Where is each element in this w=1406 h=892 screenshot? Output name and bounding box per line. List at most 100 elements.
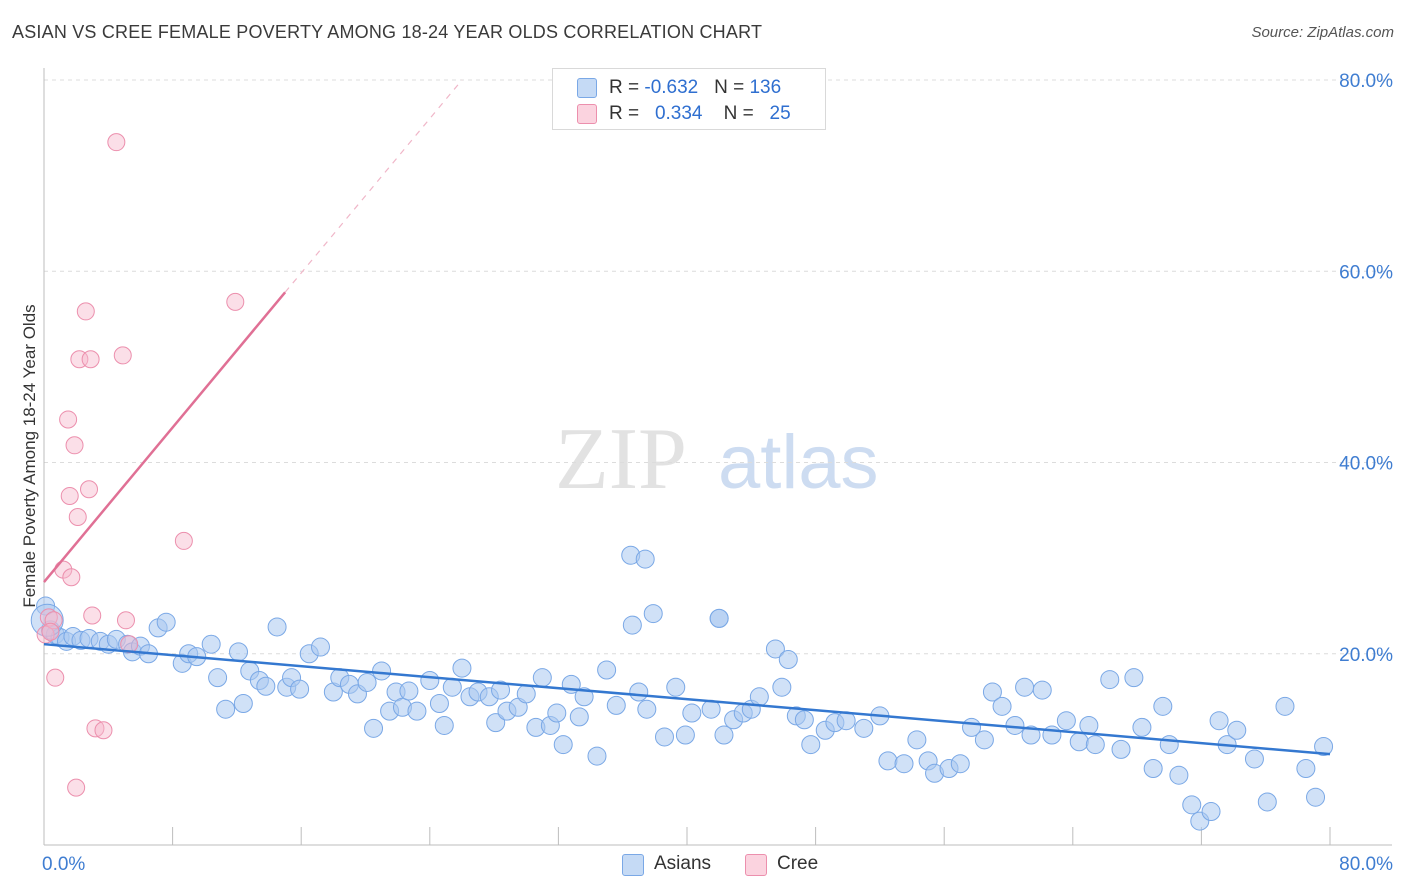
asians-point-96 — [878, 751, 898, 771]
legend-r-label-asians: R = — [609, 77, 645, 98]
cree-point-14 — [81, 350, 100, 369]
asians-point-135 — [1314, 737, 1334, 757]
asians-point-54 — [486, 713, 506, 733]
asians-point-104 — [974, 730, 994, 750]
asians-point-89 — [794, 710, 814, 730]
asians-point-119 — [1132, 717, 1152, 737]
cree-point-19 — [113, 346, 132, 365]
asians-point-105 — [982, 682, 1002, 702]
asians-point-80 — [714, 725, 734, 745]
asians-point-74 — [654, 727, 674, 747]
asians-point-133 — [1296, 759, 1316, 778]
bottom-legend-swatch-asians — [622, 854, 644, 876]
legend-n-label-asians: N = — [714, 77, 750, 98]
asians-point-102 — [950, 754, 970, 774]
asians-point-49 — [442, 677, 462, 697]
asians-point-67 — [587, 746, 607, 766]
asians-point-16 — [156, 612, 176, 632]
asians-point-23 — [229, 642, 249, 662]
asians-point-38 — [357, 672, 377, 692]
legend-n-label-cree: N = — [723, 103, 759, 124]
asians-point-48 — [434, 715, 454, 735]
x-tick-label-min: 0.0% — [42, 854, 85, 875]
cree-point-2 — [44, 611, 63, 630]
asians-point-27 — [256, 676, 276, 696]
asians-point-76 — [675, 725, 695, 745]
chart-title: ASIAN VS CREE FEMALE POVERTY AMONG 18-24… — [12, 22, 763, 42]
cree-point-18 — [107, 133, 126, 152]
cree-point-7 — [62, 568, 81, 587]
correlation-legend: R = -0.632 N = 136 R = 0.334 N = 25 — [552, 68, 826, 130]
asians-point-31 — [290, 679, 310, 699]
asians-point-21 — [208, 668, 228, 688]
asians-point-106 — [992, 696, 1012, 716]
asians-point-90 — [801, 735, 821, 755]
cree-point-12 — [76, 302, 95, 321]
asians-point-75 — [666, 677, 686, 697]
y-axis-label: Female Poverty Among 18-24 Year Olds — [20, 304, 39, 608]
cree-point-3 — [46, 668, 65, 687]
asians-point-47 — [429, 693, 449, 713]
asians-point-120 — [1143, 759, 1163, 778]
asians-point-66 — [574, 687, 594, 707]
asians-point-122 — [1159, 735, 1179, 755]
asians-point-109 — [1021, 725, 1041, 745]
cree-point-1 — [39, 608, 58, 627]
cree-point-15 — [83, 606, 102, 625]
cree-point-24 — [41, 622, 60, 641]
y-tick-label-80: 80.0% — [1339, 71, 1393, 92]
asians-point-20 — [201, 634, 221, 654]
asians-point-98 — [907, 730, 927, 750]
asians-point-69 — [606, 695, 626, 715]
asians-point-40 — [372, 661, 392, 681]
legend-swatch-cree — [577, 104, 597, 124]
cree-point-10 — [68, 508, 87, 527]
asians-point-134 — [1306, 787, 1326, 807]
asians-point-70 — [622, 615, 642, 635]
source-credit: Source: ZipAtlas.com — [1251, 24, 1394, 41]
asians-point-77 — [682, 703, 702, 723]
asians-point-71 — [629, 682, 649, 702]
watermark-zip: ZIP — [555, 411, 687, 508]
asians-point-127 — [1209, 711, 1229, 731]
legend-text-asians: R = -0.632 N = 136 — [609, 77, 781, 99]
cree-point-9 — [67, 778, 86, 797]
asians-point-118 — [1124, 668, 1144, 688]
asians-point-68 — [597, 660, 617, 680]
asians-point-123 — [1169, 765, 1189, 785]
asians-point-112 — [1056, 711, 1076, 731]
asians-point-132 — [1275, 696, 1295, 716]
cree-point-8 — [65, 436, 84, 455]
asians-point-115 — [1085, 735, 1105, 755]
asians-point-116 — [1100, 670, 1120, 690]
y-tick-label-60: 60.0% — [1339, 262, 1393, 283]
asians-point-130 — [1244, 749, 1264, 769]
legend-r-label-cree: R = — [609, 103, 645, 124]
cree-point-17 — [94, 721, 113, 740]
asians-point-126 — [1201, 802, 1221, 822]
legend-text-cree: R = 0.334 N = 25 — [609, 103, 791, 125]
asians-point-62 — [547, 703, 567, 723]
bottom-legend-label-asians: Asians — [654, 853, 712, 874]
asians-point-110 — [1032, 680, 1052, 700]
cree-trend-extension — [284, 79, 463, 293]
asians-point-124 — [1182, 795, 1202, 815]
asians-point-24 — [233, 693, 253, 713]
asians-point-39 — [364, 718, 384, 738]
asians-point-73 — [643, 604, 663, 624]
asians-point-large-3 — [709, 608, 729, 628]
cree-point-5 — [59, 410, 78, 429]
asians-point-44 — [399, 681, 419, 701]
asians-point-65 — [569, 707, 589, 727]
asians-point-55 — [491, 680, 511, 700]
cree-point-20 — [116, 611, 135, 630]
bottom-legend-swatch-cree — [745, 854, 767, 876]
asians-point-33 — [310, 637, 330, 657]
asians-point-97 — [894, 754, 914, 774]
asians-point-63 — [553, 735, 573, 755]
asians-point-22 — [216, 699, 236, 719]
bottom-legend-label-cree: Cree — [777, 853, 819, 874]
legend-swatch-asians — [577, 78, 597, 98]
asians-trend-line — [43, 642, 1331, 756]
